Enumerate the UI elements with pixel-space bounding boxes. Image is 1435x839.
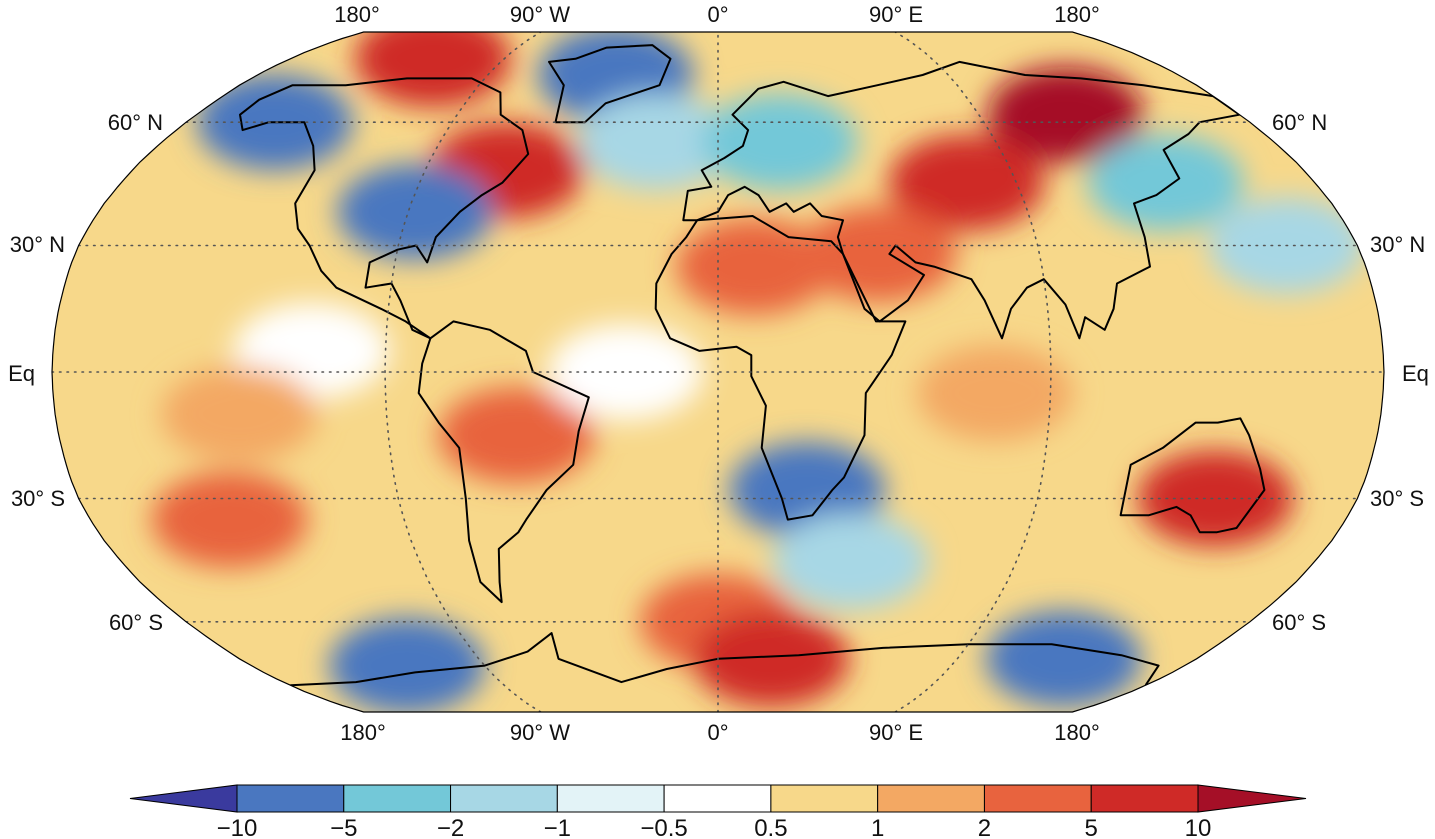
lat-label-left-eq: Eq bbox=[8, 361, 35, 386]
lon-label-bottom-0: 0° bbox=[707, 720, 728, 745]
usa-east-cold bbox=[337, 163, 494, 260]
colorbar: −10 −5 −2 −1 −0.5 0.5 1 2 5 10 bbox=[129, 784, 1307, 839]
antarctica-west-cold bbox=[329, 617, 485, 712]
lat-label-left-60s: 60° S bbox=[109, 610, 163, 635]
arctic-warm bbox=[354, 32, 511, 107]
colorbar-tick-label: −1 bbox=[544, 815, 571, 839]
lat-label-right-30n: 30° N bbox=[1370, 232, 1425, 257]
eurasia-coast bbox=[682, 60, 1241, 340]
australia-warm bbox=[1137, 450, 1294, 547]
south-america-coast bbox=[417, 320, 590, 604]
south-indian-cool bbox=[772, 513, 929, 610]
lon-label-bottom-90w: 90° W bbox=[510, 720, 570, 745]
colorbar-tick-label: 10 bbox=[1185, 815, 1212, 839]
colorbar-bin bbox=[1090, 784, 1199, 813]
central-asia-anomaly bbox=[888, 134, 1045, 231]
colorbar-bin bbox=[343, 784, 452, 813]
south-america-warm bbox=[438, 387, 595, 484]
east-asia-cool bbox=[1087, 134, 1244, 231]
indian-ocean-warm bbox=[917, 345, 1074, 442]
lat-label-right-60s: 60° S bbox=[1272, 610, 1326, 635]
lon-label-top-180w: 180° bbox=[334, 2, 380, 27]
north-atlantic-cool bbox=[578, 93, 735, 190]
antarctica-coast bbox=[290, 632, 1160, 687]
lon-label-bottom-180e: 180° bbox=[1054, 720, 1100, 745]
lon-label-top-180e: 180° bbox=[1054, 2, 1100, 27]
colorbar-bin bbox=[663, 784, 772, 813]
lat-label-right-60n: 60° N bbox=[1272, 110, 1327, 135]
europe-cool bbox=[701, 93, 858, 190]
colorbar-tick-label: −5 bbox=[330, 815, 357, 839]
lon-label-top-90w: 90° W bbox=[510, 2, 570, 27]
coastlines bbox=[239, 44, 1266, 687]
south-pacific-warm bbox=[151, 471, 308, 568]
colorbar-extend-high bbox=[1197, 784, 1307, 813]
anomaly-field bbox=[52, 32, 1384, 712]
australia-coast bbox=[1119, 417, 1266, 534]
colorbar-bin bbox=[556, 784, 665, 813]
lon-label-bottom-90e: 90° E bbox=[869, 720, 923, 745]
colorbar-extend-low bbox=[129, 784, 238, 813]
eastern-pacific-warm bbox=[161, 366, 318, 463]
lat-label-right-30s: 30° S bbox=[1370, 486, 1424, 511]
colorbar-bin bbox=[450, 784, 558, 813]
north-america-coast bbox=[239, 77, 530, 340]
graticule bbox=[52, 32, 1384, 712]
colorbar-tick-label: 5 bbox=[1085, 815, 1098, 839]
colorbar-tick-label: −10 bbox=[217, 815, 258, 839]
lat-label-left-30s: 30° S bbox=[11, 486, 65, 511]
africa-coast bbox=[654, 215, 907, 521]
colorbar-tick-label: −0.5 bbox=[640, 815, 687, 839]
weddell-warm bbox=[693, 610, 850, 707]
colorbar-tick-label: −2 bbox=[437, 815, 464, 839]
colorbar-bin bbox=[877, 784, 985, 813]
colorbar-tick-label: 1 bbox=[871, 815, 884, 839]
colorbar-bin bbox=[236, 784, 345, 813]
colorbar-tick-label: 2 bbox=[978, 815, 991, 839]
colorbar-bin bbox=[770, 784, 879, 813]
lat-label-right-eq: Eq bbox=[1402, 361, 1429, 386]
lat-label-left-60n: 60° N bbox=[108, 110, 163, 135]
meridian--90 bbox=[384, 32, 542, 712]
north-africa-anomaly bbox=[676, 218, 832, 315]
antarctica-east-cold bbox=[985, 610, 1142, 707]
lon-label-bottom-180w: 180° bbox=[340, 720, 386, 745]
colorbar-bin bbox=[983, 784, 1092, 813]
greenland-coast bbox=[548, 44, 672, 124]
colorbar-tick-label: 0.5 bbox=[754, 815, 787, 839]
lon-label-top-0: 0° bbox=[707, 2, 728, 27]
siberia-anomaly bbox=[987, 66, 1144, 163]
lat-label-left-30n: 30° N bbox=[10, 232, 65, 257]
map-outline bbox=[51, 31, 1385, 713]
lon-label-top-90e: 90° E bbox=[869, 2, 923, 27]
meridian-90 bbox=[894, 32, 1052, 712]
